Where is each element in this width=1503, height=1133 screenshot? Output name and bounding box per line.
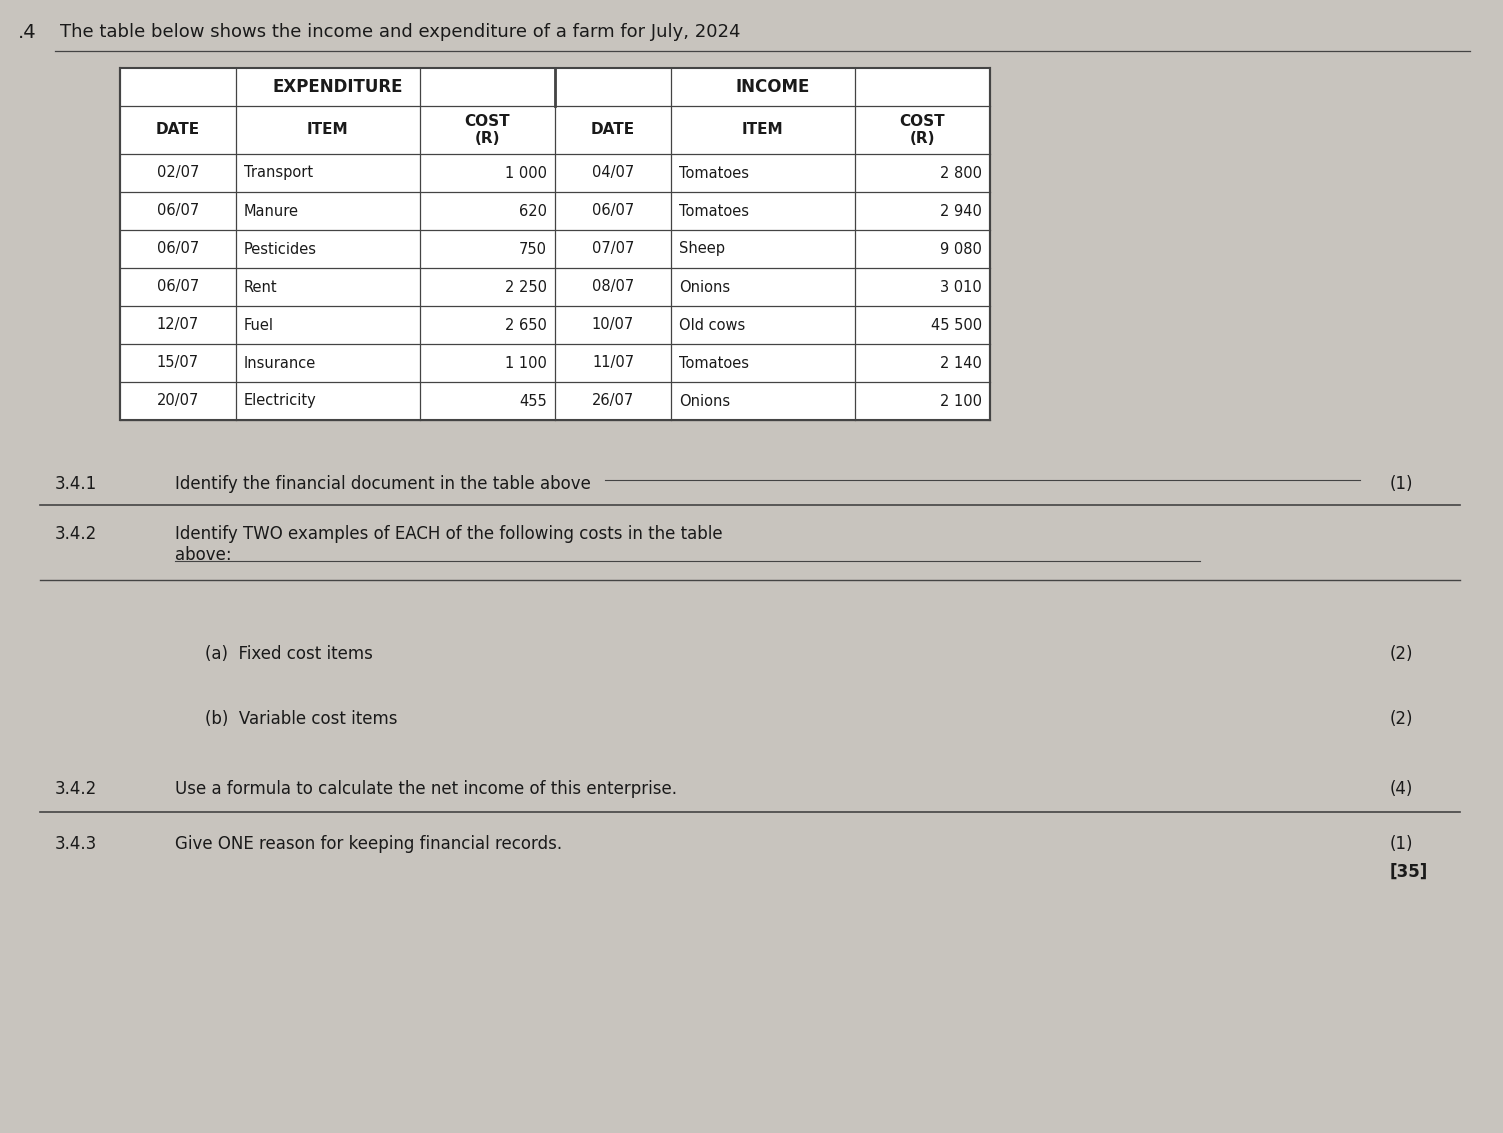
Text: Identify the financial document in the table above: Identify the financial document in the t… bbox=[174, 475, 591, 493]
Text: DATE: DATE bbox=[156, 122, 200, 137]
Text: Manure: Manure bbox=[243, 204, 299, 219]
Text: COST
(R): COST (R) bbox=[464, 113, 510, 146]
Text: 06/07: 06/07 bbox=[156, 241, 198, 256]
Text: DATE: DATE bbox=[591, 122, 636, 137]
Text: 07/07: 07/07 bbox=[592, 241, 634, 256]
Text: 12/07: 12/07 bbox=[156, 317, 198, 332]
Text: ITEM: ITEM bbox=[307, 122, 349, 137]
Text: 3.4.2: 3.4.2 bbox=[56, 780, 98, 798]
Text: (2): (2) bbox=[1390, 710, 1413, 729]
Text: 11/07: 11/07 bbox=[592, 356, 634, 370]
Text: 3 010: 3 010 bbox=[941, 280, 981, 295]
Text: Sheep: Sheep bbox=[679, 241, 724, 256]
Text: 2 940: 2 940 bbox=[939, 204, 981, 219]
Text: (2): (2) bbox=[1390, 645, 1413, 663]
Text: INCOME: INCOME bbox=[735, 78, 810, 96]
Text: 15/07: 15/07 bbox=[156, 356, 198, 370]
Text: 3.4.1: 3.4.1 bbox=[56, 475, 98, 493]
Text: (b)  Variable cost items: (b) Variable cost items bbox=[204, 710, 397, 729]
Text: 06/07: 06/07 bbox=[592, 204, 634, 219]
Text: 06/07: 06/07 bbox=[156, 280, 198, 295]
Text: 06/07: 06/07 bbox=[156, 204, 198, 219]
Text: 2 250: 2 250 bbox=[505, 280, 547, 295]
Text: 2 140: 2 140 bbox=[939, 356, 981, 370]
Text: 2 650: 2 650 bbox=[505, 317, 547, 332]
Text: Insurance: Insurance bbox=[243, 356, 316, 370]
Text: ITEM: ITEM bbox=[742, 122, 783, 137]
Text: (1): (1) bbox=[1390, 475, 1413, 493]
Text: .4: .4 bbox=[18, 23, 36, 42]
Text: (4): (4) bbox=[1390, 780, 1413, 798]
Text: COST
(R): COST (R) bbox=[899, 113, 945, 146]
Text: Old cows: Old cows bbox=[679, 317, 745, 332]
Text: EXPENDITURE: EXPENDITURE bbox=[272, 78, 403, 96]
Text: 3.4.2: 3.4.2 bbox=[56, 525, 98, 543]
Text: Give ONE reason for keeping financial records.: Give ONE reason for keeping financial re… bbox=[174, 835, 562, 853]
Text: (1): (1) bbox=[1390, 835, 1413, 853]
Text: 10/07: 10/07 bbox=[592, 317, 634, 332]
Text: Onions: Onions bbox=[679, 393, 730, 409]
Text: Onions: Onions bbox=[679, 280, 730, 295]
Text: 2 800: 2 800 bbox=[939, 165, 981, 180]
Text: 620: 620 bbox=[519, 204, 547, 219]
Text: Tomatoes: Tomatoes bbox=[679, 204, 748, 219]
Text: Use a formula to calculate the net income of this enterprise.: Use a formula to calculate the net incom… bbox=[174, 780, 676, 798]
Text: 08/07: 08/07 bbox=[592, 280, 634, 295]
Text: Rent: Rent bbox=[243, 280, 278, 295]
Text: 26/07: 26/07 bbox=[592, 393, 634, 409]
Text: [35]: [35] bbox=[1390, 863, 1428, 881]
Text: 1 100: 1 100 bbox=[505, 356, 547, 370]
Text: Fuel: Fuel bbox=[243, 317, 274, 332]
Text: 750: 750 bbox=[519, 241, 547, 256]
Text: Identify TWO examples of EACH of the following costs in the table
above:: Identify TWO examples of EACH of the fol… bbox=[174, 525, 723, 564]
Text: (a)  Fixed cost items: (a) Fixed cost items bbox=[204, 645, 373, 663]
Text: 2 100: 2 100 bbox=[939, 393, 981, 409]
Text: 3.4.3: 3.4.3 bbox=[56, 835, 98, 853]
Text: 20/07: 20/07 bbox=[156, 393, 200, 409]
Text: Tomatoes: Tomatoes bbox=[679, 165, 748, 180]
Text: Tomatoes: Tomatoes bbox=[679, 356, 748, 370]
Bar bbox=[120, 68, 990, 420]
Text: 04/07: 04/07 bbox=[592, 165, 634, 180]
Text: 455: 455 bbox=[519, 393, 547, 409]
Text: Electricity: Electricity bbox=[243, 393, 317, 409]
Text: 1 000: 1 000 bbox=[505, 165, 547, 180]
Text: 45 500: 45 500 bbox=[930, 317, 981, 332]
Text: 9 080: 9 080 bbox=[939, 241, 981, 256]
Text: Pesticides: Pesticides bbox=[243, 241, 317, 256]
Text: Transport: Transport bbox=[243, 165, 313, 180]
Text: The table below shows the income and expenditure of a farm for July, 2024: The table below shows the income and exp… bbox=[60, 23, 741, 41]
Text: 02/07: 02/07 bbox=[156, 165, 200, 180]
